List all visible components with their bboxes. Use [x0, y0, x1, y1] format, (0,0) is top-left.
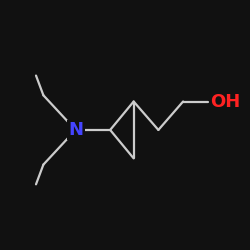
Text: OH: OH — [210, 92, 240, 110]
Text: N: N — [68, 121, 83, 139]
